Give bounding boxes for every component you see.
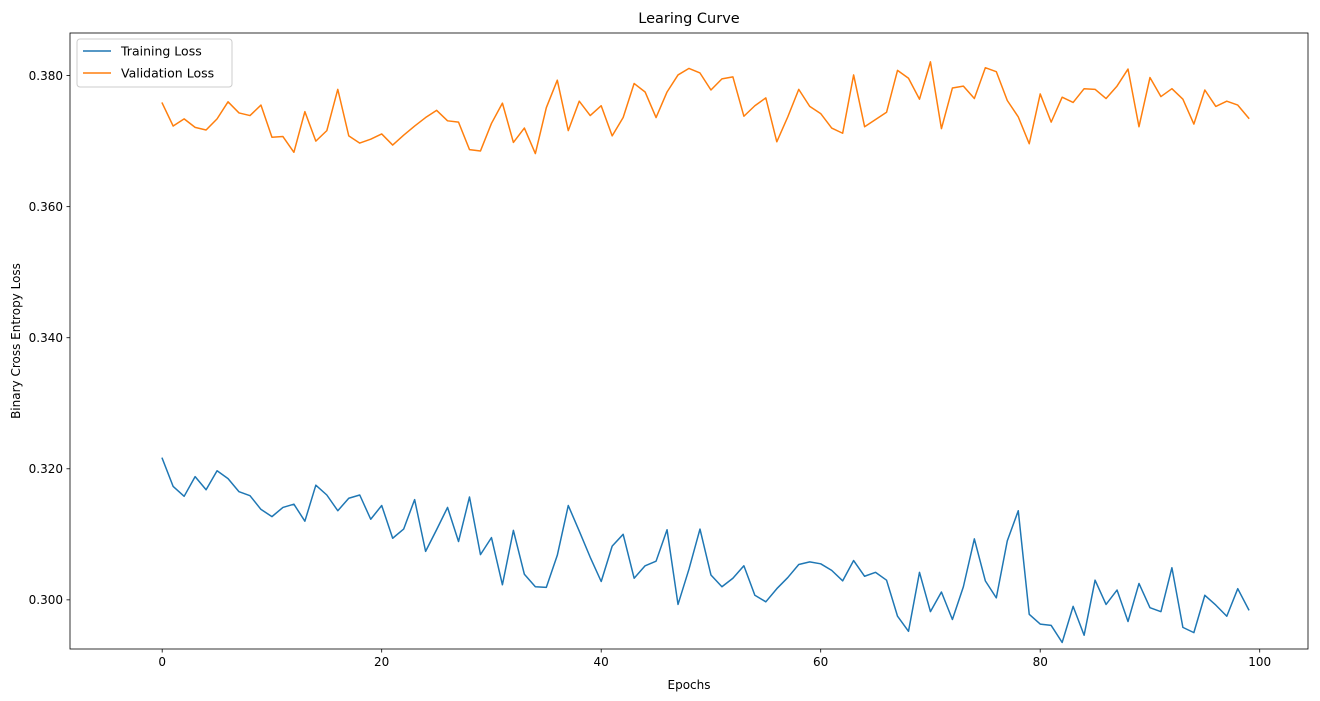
- x-tick-label: 60: [813, 655, 828, 669]
- x-axis-ticks: 0 20 40 60 80 100: [158, 649, 1271, 669]
- y-tick-label: 0.300: [29, 593, 63, 607]
- x-tick-label: 0: [158, 655, 166, 669]
- y-tick-label: 0.360: [29, 200, 63, 214]
- y-tick-label: 0.340: [29, 331, 63, 345]
- y-tick-label: 0.380: [29, 69, 63, 83]
- series-line-training-loss: [161, 457, 1250, 644]
- x-tick-label: 40: [594, 655, 609, 669]
- legend-label: Validation Loss: [121, 66, 214, 81]
- x-axis-label: Epochs: [668, 678, 711, 692]
- y-tick-label: 0.320: [29, 462, 63, 476]
- y-axis-ticks: 0.300 0.320 0.340 0.360 0.380: [29, 69, 70, 607]
- y-axis-label: Binary Cross Entropy Loss: [9, 263, 23, 419]
- legend-box: [76, 38, 233, 88]
- x-tick-label: 80: [1033, 655, 1048, 669]
- x-tick-label: 100: [1248, 655, 1271, 669]
- legend: Training Loss Validation Loss: [76, 38, 233, 88]
- chart-title: Learing Curve: [638, 11, 739, 27]
- legend-label: Training Loss: [120, 44, 202, 59]
- series-line-validation-loss: [161, 61, 1250, 155]
- axes-frame: [69, 32, 1309, 650]
- plot-area: [69, 32, 1309, 650]
- x-tick-label: 20: [374, 655, 389, 669]
